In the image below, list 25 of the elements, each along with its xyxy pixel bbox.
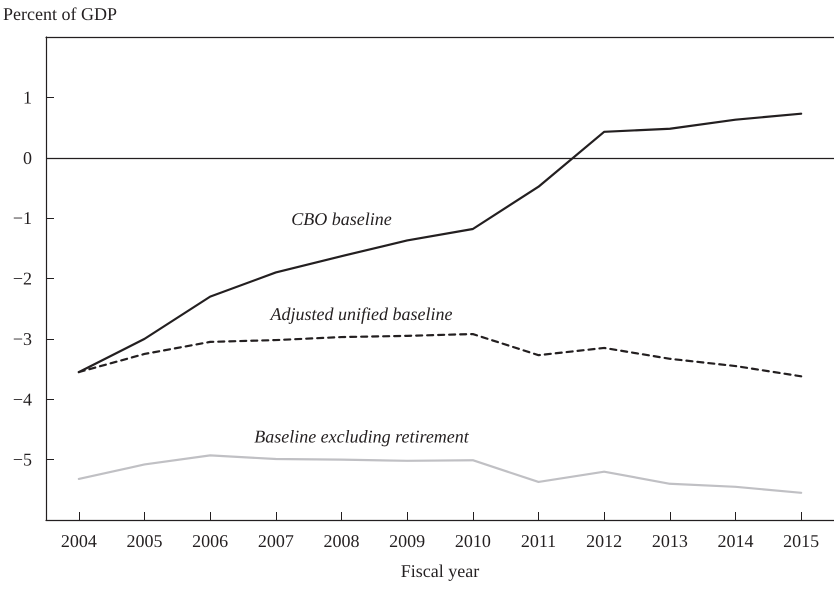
y-tick-label: −1 [12, 208, 32, 228]
series-label: Adjusted unified baseline [270, 304, 452, 324]
y-tick-label: −2 [12, 268, 32, 288]
x-tick-label: 2004 [60, 531, 97, 551]
y-tick-label: −5 [12, 450, 32, 470]
series-label: Baseline excluding retirement [254, 426, 470, 447]
x-axis-title: Fiscal year [400, 561, 480, 581]
y-tick-label: 1 [23, 87, 32, 108]
x-tick-label: 2005 [126, 531, 162, 551]
x-tick-label: 2009 [389, 531, 426, 551]
x-tick-label: 2010 [454, 531, 491, 551]
x-tick-label: 2012 [586, 531, 622, 551]
y-tick-label: −3 [12, 328, 32, 349]
x-tick-label: 2013 [652, 531, 688, 551]
y-tick-label: 0 [23, 148, 32, 168]
x-tick-label: 2007 [258, 531, 294, 551]
series-label: CBO baseline [291, 209, 392, 230]
x-tick-label: 2011 [520, 531, 556, 551]
x-tick-label: 2014 [718, 531, 754, 551]
x-tick-label: 2006 [192, 531, 228, 551]
y-axis-title: Percent of GDP [3, 4, 117, 24]
line-series [78, 454, 802, 494]
y-tick-label: −4 [12, 389, 32, 410]
x-tick-label: 2008 [324, 531, 360, 551]
x-tick-label: 2015 [783, 531, 820, 551]
